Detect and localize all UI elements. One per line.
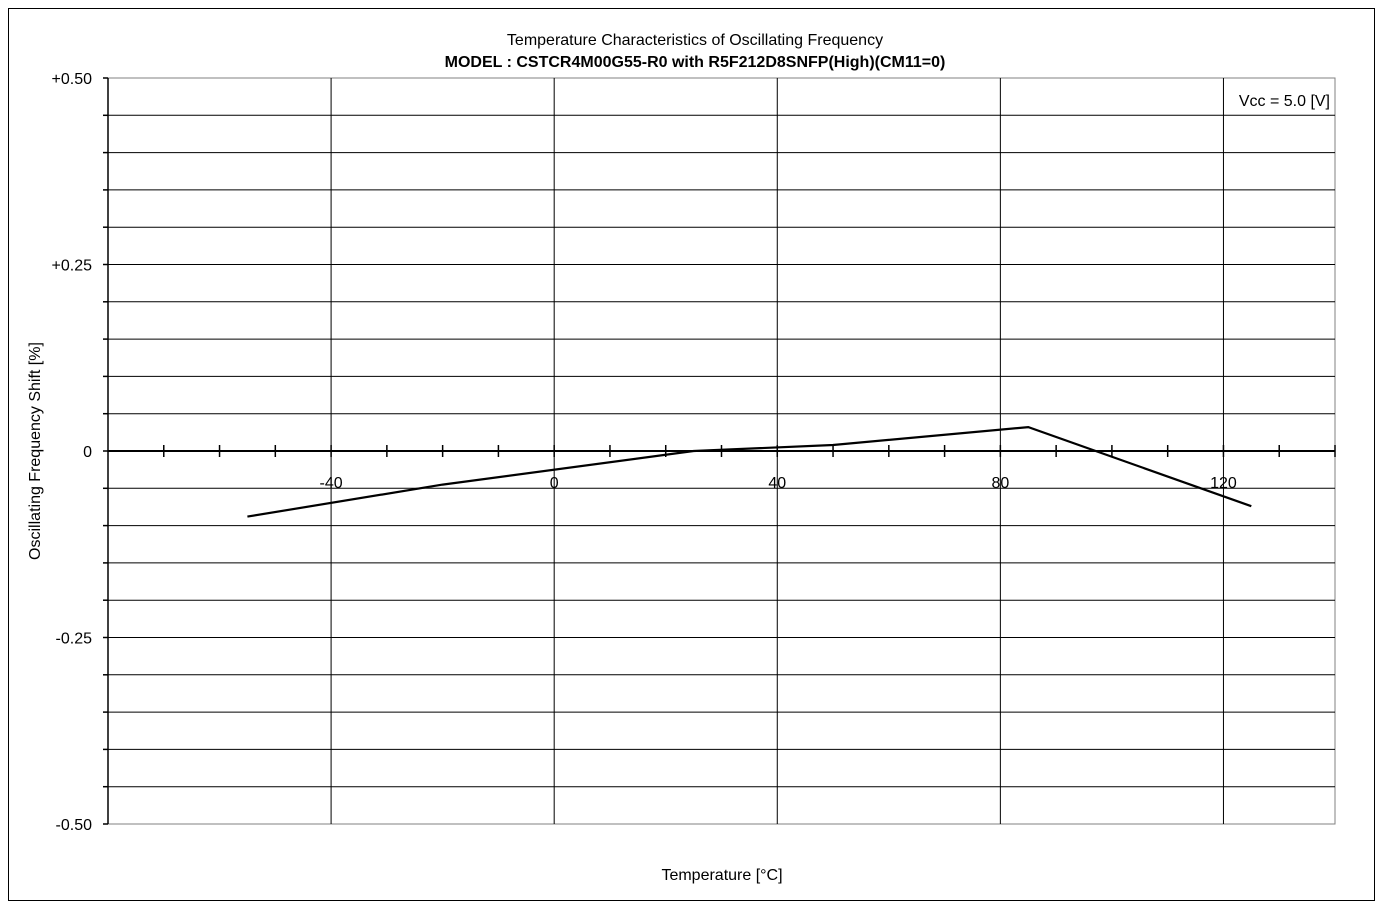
- grid-lines: [108, 78, 1335, 824]
- chart-subtitle: MODEL : CSTCR4M00G55-R0 with R5F212D8SNF…: [445, 54, 946, 71]
- x-axis-label: Temperature [°C]: [661, 867, 782, 884]
- x-tick-labels: -40 0 40 80 120: [320, 475, 1237, 492]
- data-series: [247, 425, 1252, 518]
- x-tick-label: 40: [768, 475, 786, 492]
- series-line: [247, 425, 1252, 518]
- chart-title: Temperature Characteristics of Oscillati…: [507, 32, 883, 49]
- y-tick-label: -0.50: [56, 817, 93, 834]
- y-tick-label: 0: [83, 444, 92, 461]
- axes: [103, 77, 1336, 825]
- x-tick-label: 80: [991, 475, 1009, 492]
- vcc-annotation: Vcc = 5.0 [V]: [1239, 93, 1330, 110]
- x-tick-label: 120: [1210, 475, 1237, 492]
- x-tick-label: 0: [550, 475, 559, 492]
- x-tick-label: -40: [320, 475, 343, 492]
- chart-frame: [8, 8, 1375, 901]
- y-tick-labels: +0.50 +0.25 0 -0.25 -0.50: [52, 71, 93, 834]
- y-tick-label: +0.50: [52, 71, 93, 88]
- y-tick-label: +0.25: [52, 258, 93, 275]
- y-tick-label: -0.25: [56, 631, 93, 648]
- y-axis-label: Oscillating Frequency Shift [%]: [27, 342, 44, 560]
